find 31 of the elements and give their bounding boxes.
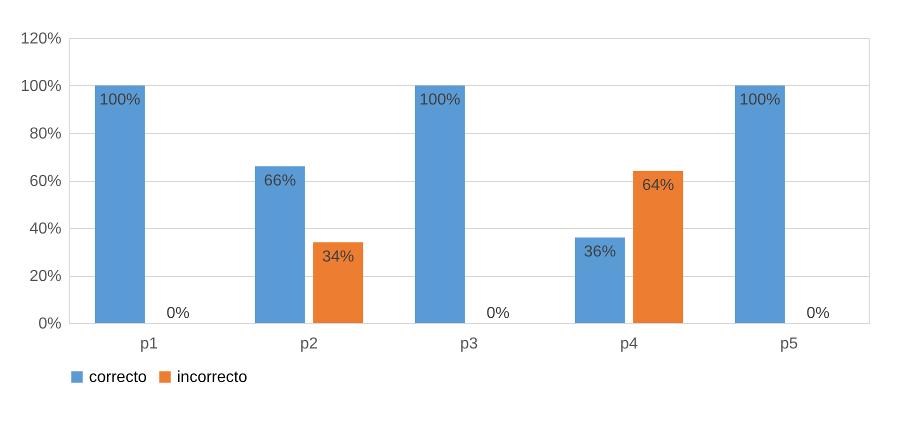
data-label: 36% xyxy=(584,244,616,260)
y-tick-label: 120% xyxy=(20,30,62,48)
bar xyxy=(414,85,466,324)
data-label: 0% xyxy=(486,305,510,322)
bar xyxy=(632,170,684,324)
bar xyxy=(734,85,786,324)
data-label: 0% xyxy=(806,305,830,322)
bar xyxy=(94,85,146,324)
legend-label: correcto xyxy=(89,369,147,386)
bar xyxy=(574,237,626,324)
y-tick-label: 60% xyxy=(29,173,62,190)
y-tick-label: 80% xyxy=(29,126,62,142)
y-tick-label: 100% xyxy=(20,78,62,95)
bar xyxy=(312,242,364,324)
legend-label: incorrecto xyxy=(177,369,248,386)
data-label: 34% xyxy=(322,248,354,266)
x-tick-label: p5 xyxy=(780,336,798,352)
y-tick-label: 0% xyxy=(38,316,62,332)
y-tick-label: 40% xyxy=(29,220,62,238)
x-tick-label: p4 xyxy=(620,336,638,352)
data-label: 100% xyxy=(739,92,780,108)
x-tick-label: p2 xyxy=(300,336,318,352)
data-label: 100% xyxy=(99,92,140,108)
data-label: 0% xyxy=(166,305,190,322)
x-tick-label: p1 xyxy=(140,336,158,352)
bar xyxy=(254,166,306,324)
data-label: 100% xyxy=(419,92,460,108)
data-label: 64% xyxy=(642,177,674,194)
x-tick-label: p3 xyxy=(460,336,478,352)
data-label: 66% xyxy=(264,172,296,190)
y-tick-label: 20% xyxy=(29,268,62,285)
